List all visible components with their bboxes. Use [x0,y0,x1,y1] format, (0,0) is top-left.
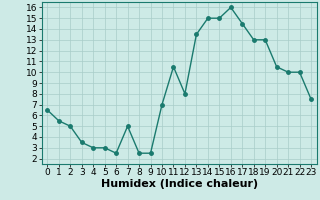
X-axis label: Humidex (Indice chaleur): Humidex (Indice chaleur) [100,179,258,189]
